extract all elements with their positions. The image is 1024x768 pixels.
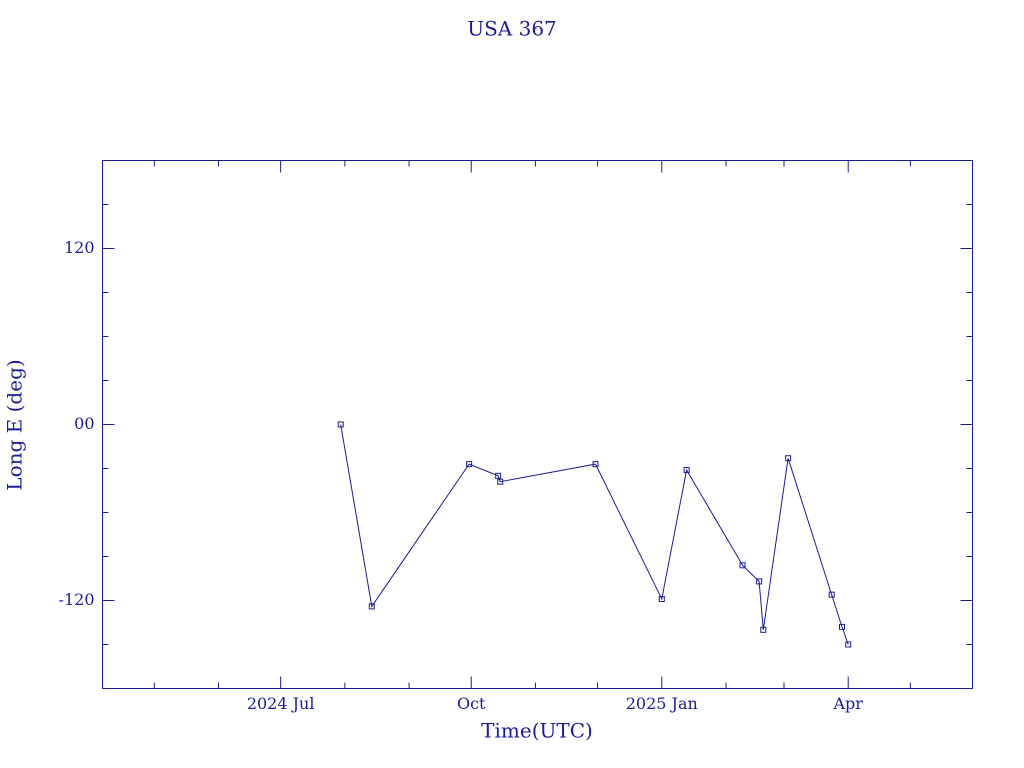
point-marker: [368, 603, 375, 610]
chart-title: USA 367: [467, 17, 557, 41]
point-marker: [337, 421, 344, 428]
y-tick-label: 120: [64, 238, 95, 257]
x-tick-label: 2025 Jan: [626, 694, 698, 713]
point-marker: [828, 591, 835, 598]
plot-frame: [102, 160, 973, 689]
x-tick-label: Oct: [457, 694, 486, 713]
point-marker: [683, 466, 690, 473]
point-marker: [497, 478, 504, 485]
point-marker: [845, 641, 852, 648]
y-tick-label: 00: [74, 414, 94, 433]
x-axis-label: Time(UTC): [481, 719, 593, 743]
y-tick-label: -120: [59, 590, 95, 609]
point-marker: [839, 623, 845, 630]
point-marker: [658, 596, 665, 603]
point-marker: [756, 578, 763, 585]
point-marker: [785, 455, 792, 462]
point-marker: [495, 472, 502, 479]
point-marker: [739, 562, 746, 569]
x-tick-label: Apr: [832, 694, 863, 713]
point-marker: [592, 461, 599, 468]
series-line: [340, 424, 849, 645]
y-axis-label: Long E (deg): [3, 359, 27, 490]
point-marker: [760, 626, 767, 633]
x-tick-label: 2024 Jul: [247, 694, 315, 713]
point-marker: [466, 461, 473, 468]
